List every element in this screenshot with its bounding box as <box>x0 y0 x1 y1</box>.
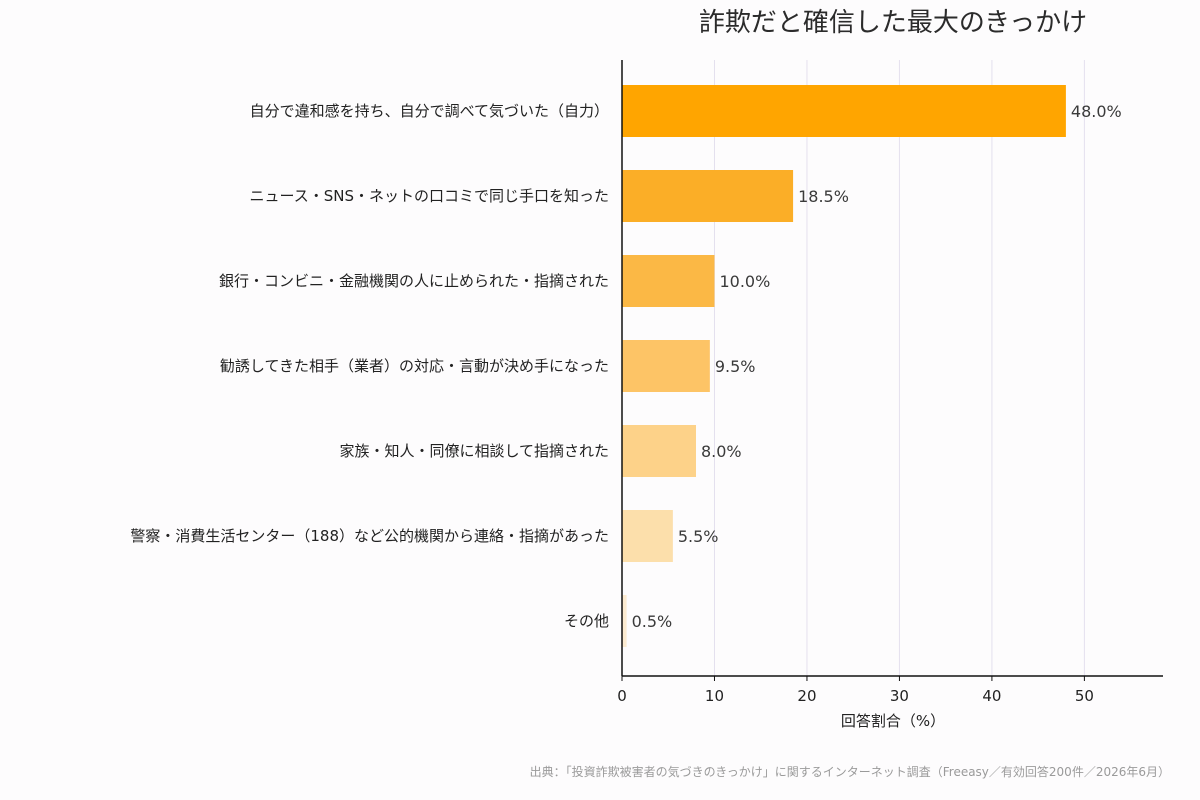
value-label: 10.0% <box>719 272 770 291</box>
x-tick-label: 50 <box>1075 687 1094 705</box>
bars: 48.0% 自分で違和感を持ち、自分で調べて気づいた（自力） 18.5% ニュース・S… <box>130 85 1122 647</box>
category-label: 自分で違和感を持ち、自分で調べて気づいた（自力） <box>250 102 609 120</box>
value-label: 0.5% <box>632 612 673 631</box>
x-tick-label: 20 <box>797 687 816 705</box>
value-label: 48.0% <box>1071 102 1122 121</box>
x-tick-label: 30 <box>890 687 909 705</box>
category-label: 勧誘してきた相手（業者）の対応・言動が決め手になった <box>220 357 609 375</box>
bar <box>622 510 673 562</box>
category-label: 家族・知人・同僚に相談して指摘された <box>339 442 609 460</box>
axes: 0 10 20 30 40 50 <box>617 60 1163 705</box>
category-label: ニュース・SNS・ネットの口コミで同じ手口を知った <box>249 187 609 205</box>
category-label: その他 <box>564 612 609 630</box>
value-label: 5.5% <box>678 527 719 546</box>
chart-title: 詐欺だと確信した最大のきっかけ <box>699 8 1087 38</box>
value-label: 9.5% <box>715 357 756 376</box>
bar <box>622 340 710 392</box>
x-tick-label: 10 <box>705 687 724 705</box>
bar <box>622 255 715 307</box>
x-tick-label: 40 <box>982 687 1001 705</box>
bar <box>622 425 696 477</box>
value-label: 8.0% <box>701 442 742 461</box>
x-tick-label: 0 <box>617 687 627 705</box>
category-label: 銀行・コンビニ・金融機関の人に止められた・指摘された <box>219 272 609 290</box>
bar <box>622 595 627 647</box>
bar <box>622 170 794 222</box>
x-axis-title: 回答割合（%） <box>841 712 945 730</box>
category-label: 警察・消費生活センター（188）など公的機関から連絡・指摘があった <box>130 527 609 545</box>
source-note: 出典：「投資詐欺被害者の気づきのきっかけ」に関するインターネット調査（Freea… <box>529 765 1170 779</box>
grid-lines <box>713 60 1085 676</box>
bar <box>622 85 1066 137</box>
value-label: 18.5% <box>798 187 849 206</box>
